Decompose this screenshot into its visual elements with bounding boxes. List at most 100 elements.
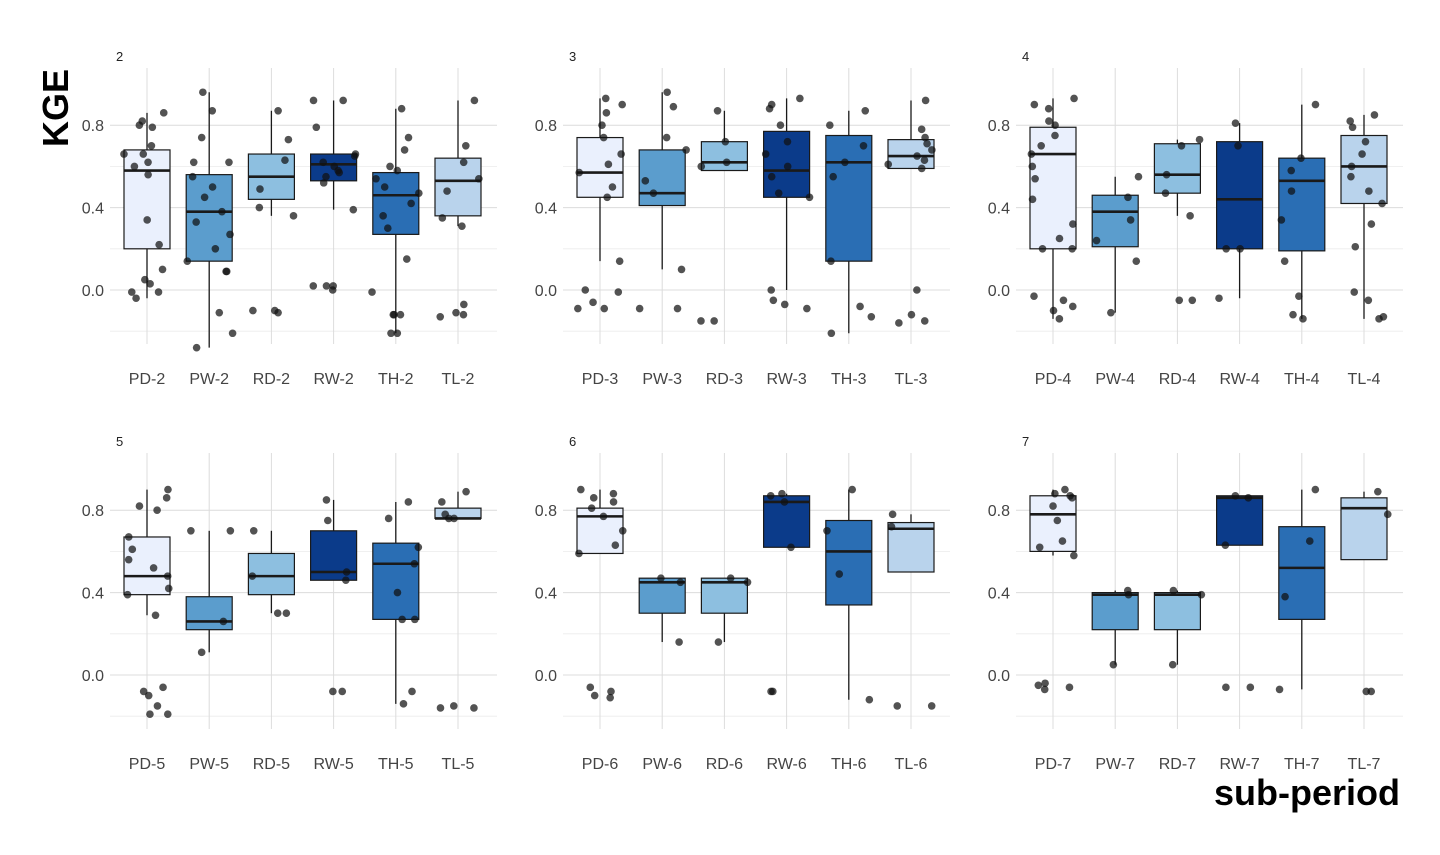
x-tick-label: RD-3	[706, 371, 743, 388]
data-point	[615, 257, 624, 265]
panel-3: 0.0 0.4 0.8 3 PD-3 PW-3 RD-3 RW-3 TH-3 TL-3	[535, 49, 950, 388]
x-tick-label: PW-4	[1095, 371, 1135, 388]
data-point	[284, 135, 293, 144]
x-tick-label: RW-5	[313, 756, 353, 773]
box	[247, 552, 295, 596]
y-tick-label: 0.4	[988, 201, 1010, 218]
data-point	[865, 695, 874, 704]
box	[887, 521, 935, 573]
data-point	[414, 543, 423, 552]
data-point	[309, 282, 318, 290]
data-point	[603, 193, 611, 202]
data-point	[289, 212, 298, 220]
data-point	[1061, 485, 1069, 494]
data-point	[144, 691, 153, 700]
data-point	[149, 564, 158, 572]
data-point	[460, 300, 468, 309]
y-tick-label: 0.0	[82, 283, 104, 300]
data-point	[1305, 537, 1314, 545]
y-tick-label: 0.4	[82, 201, 104, 218]
data-point	[1049, 502, 1057, 510]
data-point	[309, 96, 318, 105]
data-point	[322, 496, 331, 504]
data-point	[163, 572, 172, 580]
data-point	[761, 150, 770, 158]
data-point	[780, 498, 789, 506]
data-point	[208, 106, 217, 115]
data-point	[778, 489, 786, 498]
data-point	[436, 312, 445, 321]
y-tick-label: 0.8	[82, 503, 104, 520]
data-point	[1348, 123, 1357, 132]
data-point	[1040, 685, 1049, 694]
x-tick-label: RD-5	[253, 756, 290, 773]
y-tick-label: 0.0	[535, 283, 557, 300]
data-point	[927, 702, 936, 710]
data-point	[415, 189, 423, 197]
data-point	[249, 527, 258, 535]
data-point	[127, 288, 136, 296]
data-point	[1049, 306, 1058, 315]
data-point	[143, 216, 151, 224]
data-point	[1289, 310, 1297, 319]
data-point	[600, 304, 609, 313]
x-tick-label: TH-5	[378, 756, 414, 773]
box	[372, 542, 420, 620]
data-point	[274, 106, 282, 115]
data-point	[1231, 119, 1240, 127]
x-tick-label: PD-2	[129, 371, 166, 388]
data-point	[1028, 195, 1037, 204]
data-point	[826, 121, 834, 129]
x-tick-label: PD-5	[129, 756, 166, 773]
data-point	[330, 162, 339, 171]
data-point	[714, 638, 723, 646]
data-point	[222, 267, 230, 276]
data-point	[218, 207, 226, 216]
panel-6: 0.0 0.4 0.8 6 PD-6 PW-6 RD-6 RW-6 TH-6 TL-6	[535, 434, 950, 773]
data-point	[281, 156, 289, 165]
data-point	[587, 504, 596, 512]
x-tick-label: PW-6	[642, 756, 682, 773]
data-point	[805, 193, 814, 202]
data-point	[575, 549, 583, 558]
data-point	[351, 150, 360, 158]
data-point	[132, 294, 140, 303]
data-point	[1280, 257, 1289, 265]
data-point	[1175, 296, 1184, 305]
data-point	[776, 121, 785, 129]
data-point	[1068, 302, 1077, 311]
panel-title: 7	[1022, 434, 1029, 449]
data-point	[590, 691, 599, 700]
data-point	[780, 300, 789, 309]
data-point	[339, 96, 347, 105]
data-point	[139, 687, 148, 696]
data-point	[1045, 117, 1053, 125]
data-point	[1051, 131, 1059, 140]
data-point	[1370, 111, 1379, 119]
data-point	[1281, 592, 1289, 601]
panel-title: 5	[116, 434, 123, 449]
data-point	[1378, 199, 1386, 208]
y-tick-label: 0.8	[535, 118, 557, 135]
data-point	[135, 502, 144, 510]
data-point	[322, 172, 330, 181]
data-point	[226, 230, 234, 239]
x-tick-label: RW-3	[766, 371, 806, 388]
data-point	[329, 282, 337, 290]
data-point	[1059, 296, 1068, 305]
data-point	[215, 308, 224, 317]
data-point	[282, 609, 291, 617]
data-point	[917, 125, 926, 134]
data-point	[928, 146, 936, 154]
data-point	[393, 329, 402, 338]
data-point	[1364, 296, 1373, 305]
data-point	[617, 150, 625, 158]
data-point	[598, 121, 606, 129]
data-point	[767, 100, 776, 109]
data-point	[199, 88, 207, 97]
box	[1278, 157, 1326, 252]
data-point	[319, 158, 328, 167]
data-point	[208, 183, 217, 191]
data-point	[211, 245, 220, 253]
data-point	[397, 104, 406, 113]
